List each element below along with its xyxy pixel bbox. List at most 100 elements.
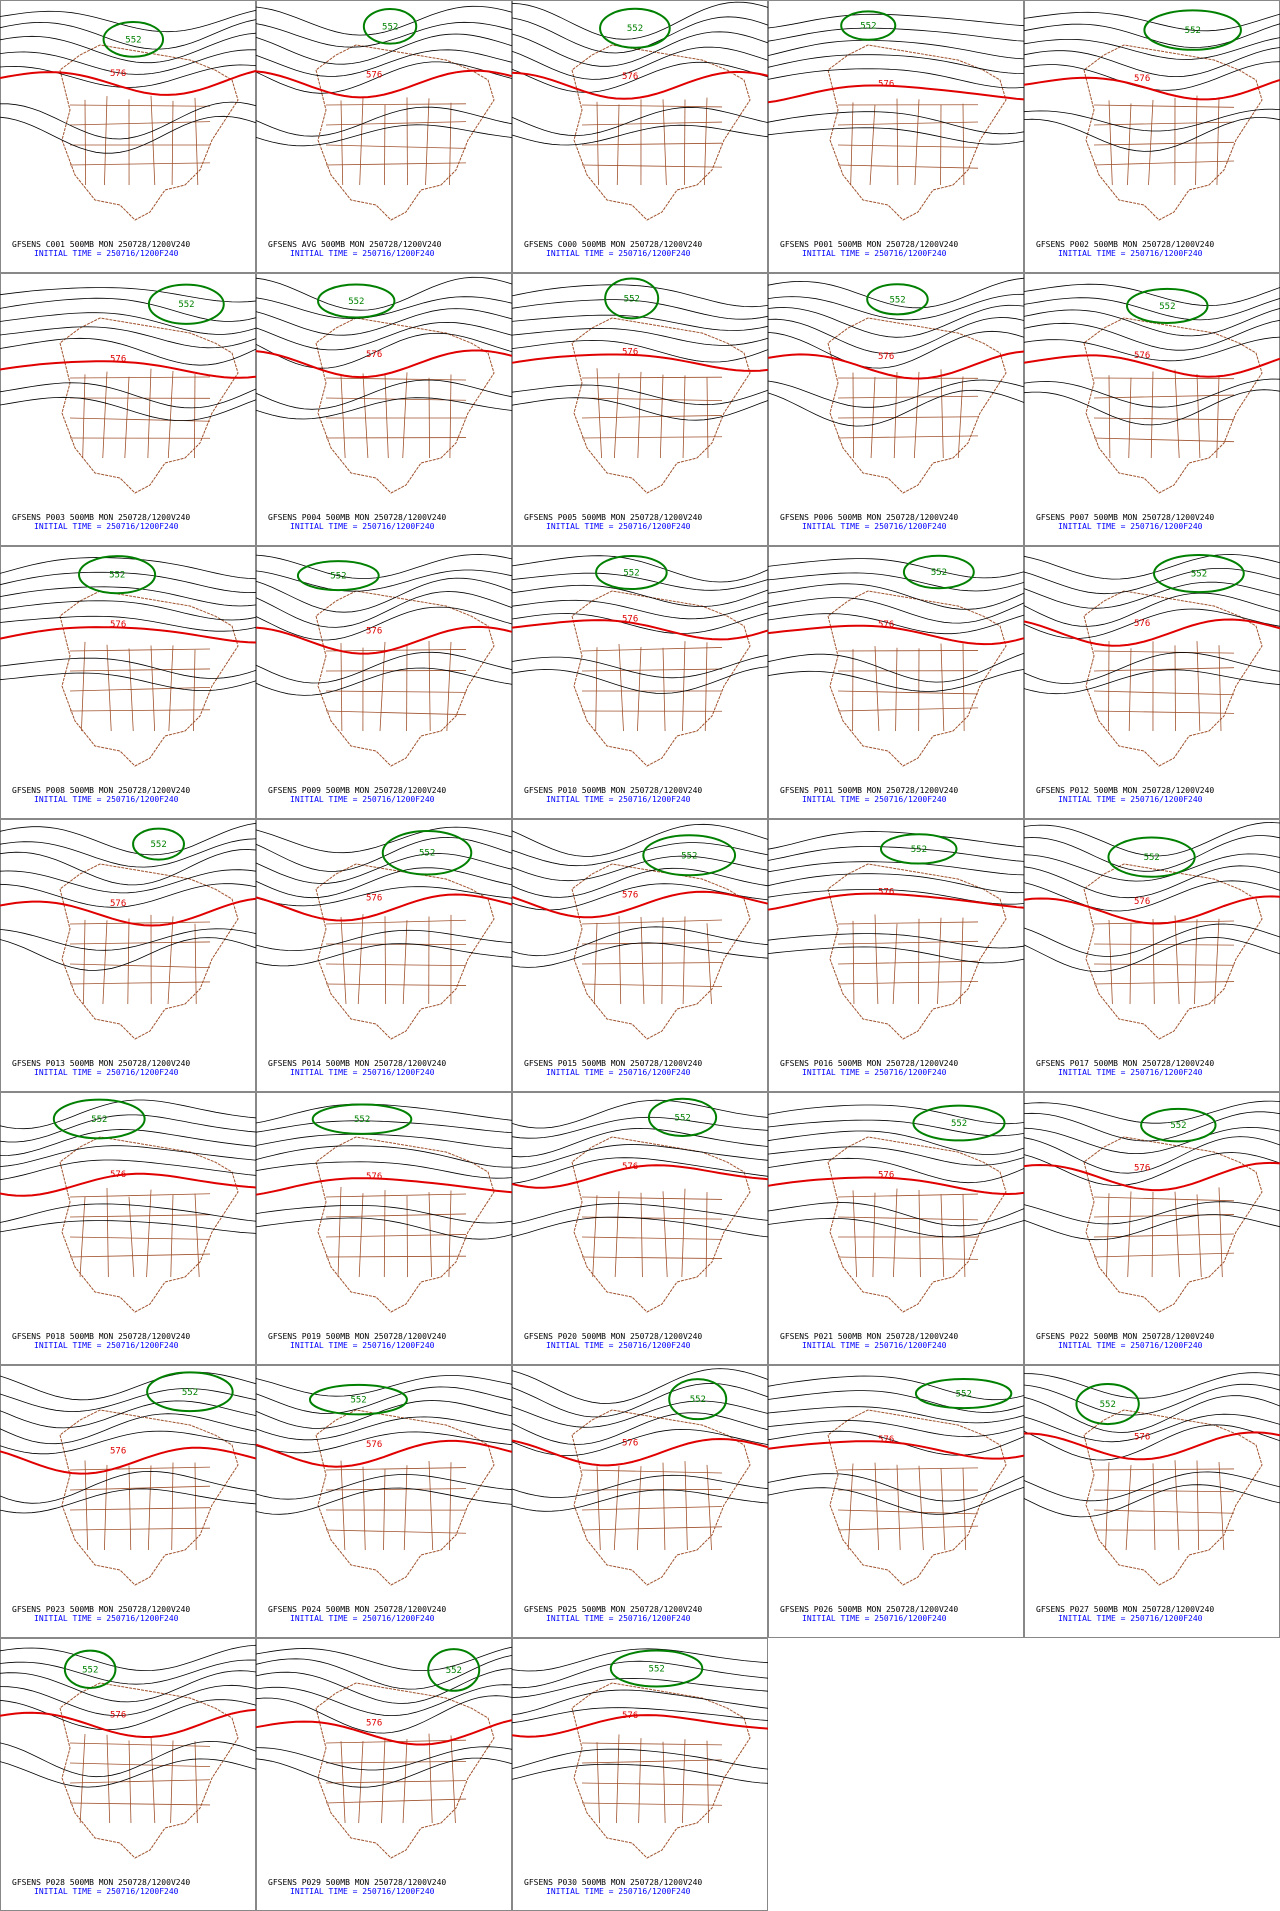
- map-panel: 576 552 GFSENS P007 500MB MON 250728/1200V…: [1023, 273, 1280, 546]
- height-contour: [511, 106, 769, 137]
- contour-552: [1075, 1383, 1140, 1426]
- state-border: [402, 1738, 408, 1824]
- height-contour: [255, 397, 513, 420]
- panel-caption: GFSENS P013 500MB MON 250728/1200V240: [12, 1059, 190, 1068]
- height-contour: [0, 586, 257, 607]
- state-border: [581, 1526, 723, 1531]
- height-contour: [0, 49, 256, 75]
- state-border: [872, 1192, 876, 1278]
- init-time: INITIAL TIME = 250716/1200F240: [34, 795, 179, 804]
- state-border: [681, 1739, 686, 1824]
- state-border: [1216, 97, 1220, 186]
- state-border: [1105, 1462, 1110, 1551]
- panel-caption: GFSENS P022 500MB MON 250728/1200V240: [1036, 1332, 1214, 1341]
- coastline: [315, 590, 495, 767]
- state-border: [362, 373, 369, 459]
- height-contour: [255, 1646, 513, 1671]
- state-border: [892, 923, 898, 1005]
- contour-552: [1140, 1107, 1217, 1143]
- height-contour: [1023, 880, 1280, 912]
- contour-576: [255, 69, 513, 99]
- map-panel: 576 552 GFSENS P015 500MB MON 250728/1200V…: [511, 819, 769, 1092]
- contour-label: 576: [878, 79, 894, 89]
- height-contour: [255, 106, 513, 137]
- height-contour: [511, 926, 769, 957]
- map-panel: 576 552 GFSENS P021 500MB MON 250728/1200V…: [767, 1092, 1025, 1365]
- state-border: [69, 981, 211, 985]
- state-border: [581, 1256, 723, 1259]
- state-border: [69, 1507, 211, 1511]
- map-panel: 576 552 GFSENS P010 500MB MON 250728/1200V…: [511, 546, 769, 819]
- height-contour: [511, 584, 769, 607]
- contour-label: 552: [350, 1396, 366, 1406]
- height-contour: [0, 937, 257, 971]
- state-border: [340, 1741, 346, 1824]
- height-contour: [255, 826, 513, 854]
- state-border: [325, 377, 467, 381]
- panel-caption: GFSENS P024 500MB MON 250728/1200V240: [268, 1605, 446, 1614]
- state-border: [1093, 1252, 1235, 1258]
- height-contour: [511, 1660, 769, 1689]
- state-border: [581, 647, 723, 652]
- state-border: [837, 1509, 979, 1515]
- panel-frame: [768, 1365, 1024, 1638]
- panel-frame: [0, 819, 256, 1092]
- state-border: [194, 1741, 198, 1824]
- height-contour: [767, 933, 1025, 949]
- init-time: INITIAL TIME = 250716/1200F240: [34, 522, 179, 531]
- state-border: [837, 1256, 979, 1260]
- state-border: [69, 1193, 211, 1198]
- panel-frame: [1024, 546, 1280, 819]
- height-contour: [0, 1470, 257, 1504]
- init-time: INITIAL TIME = 250716/1200F240: [802, 1068, 947, 1077]
- state-border: [1093, 141, 1235, 146]
- state-border: [1093, 160, 1235, 166]
- height-contour: [255, 5, 513, 36]
- map-panel: 576 552 GFSENS P009 500MB MON 250728/1200V…: [255, 546, 513, 819]
- height-contour: [0, 297, 257, 322]
- height-contour: [0, 326, 257, 349]
- state-border: [893, 372, 898, 459]
- init-time: INITIAL TIME = 250716/1200F240: [34, 1068, 179, 1077]
- panel-frame: [768, 1092, 1024, 1365]
- contour-label: 576: [110, 899, 126, 909]
- state-border: [638, 1738, 642, 1824]
- coastline: [571, 44, 751, 221]
- init-time: INITIAL TIME = 250716/1200F240: [546, 1068, 691, 1077]
- state-border: [662, 1741, 666, 1824]
- contour-label: 552: [931, 568, 947, 578]
- height-contour: [255, 606, 513, 641]
- panel-caption: GFSENS P017 500MB MON 250728/1200V240: [1036, 1059, 1214, 1068]
- state-border: [637, 371, 642, 459]
- state-border: [703, 97, 708, 186]
- panel-caption: GFSENS P012 500MB MON 250728/1200V240: [1036, 786, 1214, 795]
- state-border: [837, 980, 979, 985]
- height-contour: [1023, 336, 1280, 362]
- state-border: [69, 1742, 211, 1747]
- contour-576: [0, 1172, 257, 1197]
- state-border: [837, 707, 979, 712]
- state-border: [69, 104, 211, 107]
- coastline: [1083, 863, 1263, 1040]
- contour-label: 576: [1134, 1163, 1150, 1173]
- panel-caption: GFSENS P006 500MB MON 250728/1200V240: [780, 513, 958, 522]
- state-border: [662, 99, 667, 186]
- state-border: [171, 1462, 174, 1551]
- init-time: INITIAL TIME = 250716/1200F240: [802, 1614, 947, 1623]
- map-panel: 576 552 GFSENS P001 500MB MON 250728/1200V…: [767, 0, 1025, 273]
- state-border: [581, 1802, 723, 1806]
- contour-552: [427, 1648, 481, 1692]
- state-border: [69, 1236, 211, 1240]
- contour-label: 576: [366, 1440, 382, 1450]
- contour-576: [767, 624, 1025, 646]
- state-border: [1093, 121, 1235, 126]
- height-contour: [255, 1375, 513, 1397]
- height-contour: [1023, 853, 1280, 882]
- height-contour: [767, 54, 1025, 74]
- map-panel: 576 552 GFSENS P016 500MB MON 250728/1200V…: [767, 819, 1025, 1092]
- height-contour: [0, 1413, 257, 1445]
- contour-label: 552: [1159, 302, 1175, 312]
- contour-label: 552: [125, 35, 141, 45]
- map-panel: 576 552 GFSENS AVG 500MB MON 250728/1200V2…: [255, 0, 513, 273]
- contour-576: [255, 893, 513, 922]
